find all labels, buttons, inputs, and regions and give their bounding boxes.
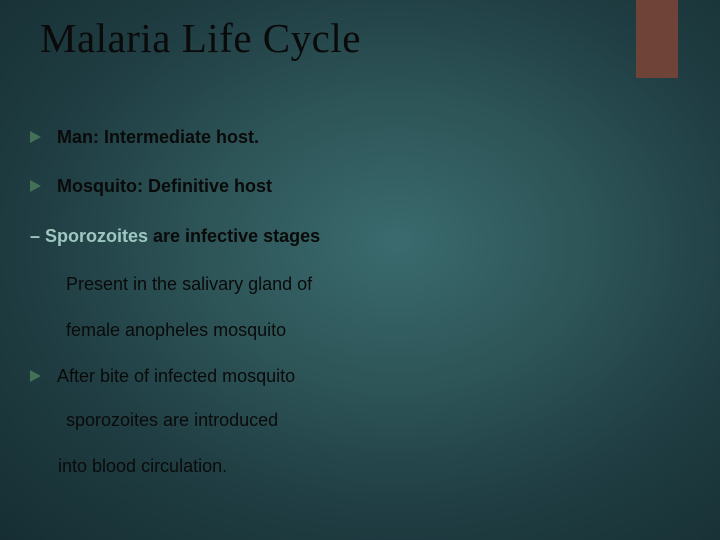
bullet-item: Mosquito: Definitive host <box>30 175 680 198</box>
arrow-icon <box>30 131 41 143</box>
dash-lead: – Sporozoites <box>30 226 148 246</box>
bullet-text: After bite of infected mosquito <box>57 365 295 388</box>
slide-title: Malaria Life Cycle <box>40 14 361 62</box>
slide: Malaria Life Cycle Man: Intermediate hos… <box>0 0 720 540</box>
sub-line: into blood circulation. <box>58 454 680 478</box>
bullet-text: Mosquito: Definitive host <box>57 175 272 198</box>
arrow-icon <box>30 370 41 382</box>
dash-item: – Sporozoites are infective stages <box>30 225 680 248</box>
sub-line: Present in the salivary gland of <box>66 272 680 296</box>
bullet-item: Man: Intermediate host. <box>30 126 680 149</box>
sub-line: sporozoites are introduced <box>66 408 680 432</box>
sub-line: female anopheles mosquito <box>66 318 680 342</box>
accent-bar <box>636 0 678 78</box>
slide-content: Man: Intermediate host. Mosquito: Defini… <box>30 126 680 479</box>
dash-rest: are infective stages <box>148 226 320 246</box>
bullet-item: After bite of infected mosquito <box>30 365 680 388</box>
bullet-text: Man: Intermediate host. <box>57 126 259 149</box>
arrow-icon <box>30 180 41 192</box>
